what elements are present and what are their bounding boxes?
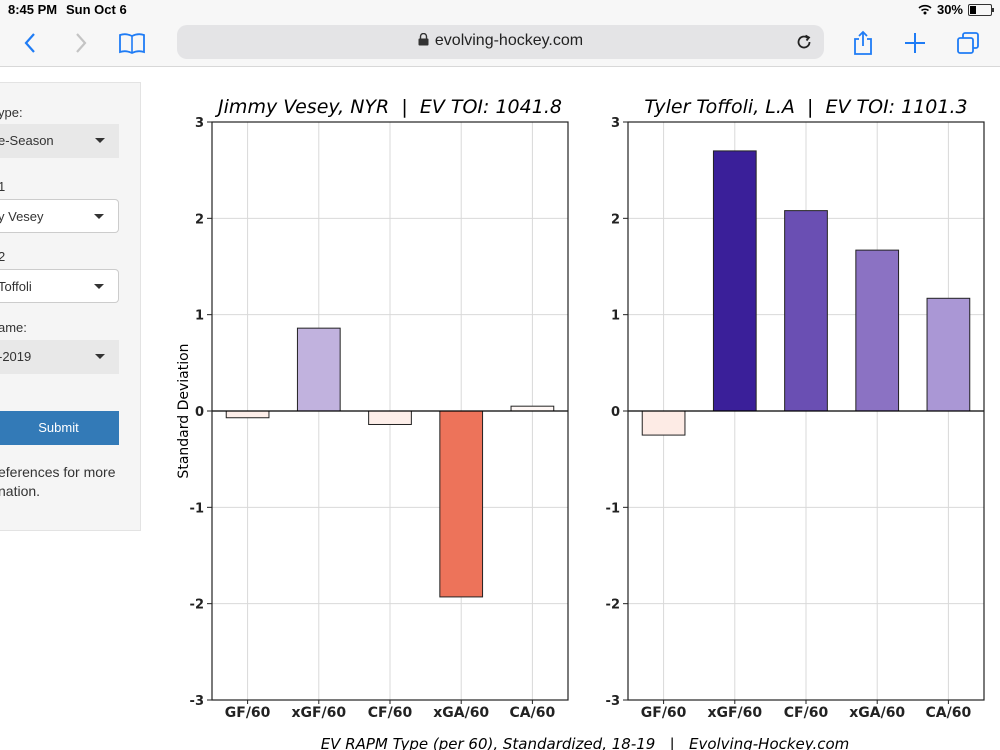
bar-gf-per-60 bbox=[225, 410, 270, 419]
book-icon bbox=[119, 33, 145, 54]
share-icon bbox=[854, 30, 872, 55]
reload-button[interactable] bbox=[792, 30, 816, 54]
y-tick-label: 3 bbox=[611, 116, 620, 131]
tabs-icon bbox=[957, 32, 979, 54]
y-tick-label: 1 bbox=[195, 309, 204, 324]
forward-button[interactable] bbox=[66, 28, 96, 58]
bar-gf-per-60 bbox=[641, 410, 686, 436]
player2-select-value: Toffoli bbox=[0, 279, 32, 294]
y-tick-label: 2 bbox=[195, 212, 204, 227]
url-text: evolving-hockey.com bbox=[434, 32, 584, 49]
bar-xga-per-60 bbox=[439, 410, 484, 598]
player1-select[interactable]: y Vesey bbox=[0, 199, 119, 233]
y-tick-label: 0 bbox=[611, 405, 620, 420]
new-tab-button[interactable] bbox=[900, 28, 930, 58]
y-tick-label: -1 bbox=[606, 501, 620, 516]
chart-title: Jimmy Vesey, NYR | EV TOI: 1041.8 bbox=[214, 96, 562, 118]
share-button[interactable] bbox=[848, 28, 878, 58]
y-tick-label: -2 bbox=[606, 598, 620, 613]
y-tick-label: -2 bbox=[190, 598, 204, 613]
reload-icon bbox=[797, 34, 811, 49]
season-select[interactable]: -2019 bbox=[0, 340, 119, 374]
season-select-value: -2019 bbox=[0, 349, 32, 364]
x-tick-label: CA/60 bbox=[926, 705, 972, 721]
caret-down-icon bbox=[95, 138, 105, 143]
y-tick-label: 1 bbox=[611, 309, 620, 324]
help-text: eferences for more nation. bbox=[0, 464, 116, 499]
battery-percent: 30% bbox=[936, 2, 963, 17]
browser-toolbar: evolving-hockey.com bbox=[0, 20, 1000, 67]
y-axis-label: Standard Deviation bbox=[176, 343, 192, 478]
caret-down-icon bbox=[95, 354, 105, 359]
battery-level bbox=[970, 5, 976, 14]
y-tick-label: 3 bbox=[195, 116, 204, 131]
y-tick-label: 2 bbox=[611, 212, 620, 227]
status-right: 30% bbox=[918, 2, 994, 17]
chart-player2: Tyler Toffoli, L.A | EV TOI: 1101.3 -3 -2… bbox=[606, 96, 985, 721]
x-tick-label: xGF/60 bbox=[291, 705, 346, 721]
type-label: ype: bbox=[0, 105, 23, 120]
x-tick-label: GF/60 bbox=[641, 705, 687, 721]
y-tick-label: -1 bbox=[190, 501, 204, 516]
bar-ca-per-60 bbox=[510, 405, 555, 412]
bar-xga-per-60 bbox=[855, 249, 900, 412]
chevron-right-icon bbox=[76, 33, 87, 53]
chart-player1: Jimmy Vesey, NYR | EV TOI: 1041.8 Standa… bbox=[176, 96, 569, 721]
status-date: Sun Oct 6 bbox=[66, 2, 127, 17]
tabs-button[interactable] bbox=[953, 28, 983, 58]
y-tick-label: -3 bbox=[606, 694, 620, 709]
x-tick-label: CF/60 bbox=[784, 705, 829, 721]
sidebar-panel: ype: e-Season 1 y Vesey 2 Toffoli ame: -… bbox=[0, 82, 141, 531]
back-button[interactable] bbox=[15, 28, 45, 58]
type-select-value: e-Season bbox=[0, 133, 54, 148]
address-bar[interactable]: evolving-hockey.com bbox=[177, 25, 824, 59]
status-bar: 8:45 PM Sun Oct 6 30% bbox=[0, 0, 1000, 20]
bar-xgf-per-60 bbox=[296, 327, 341, 412]
caret-down-icon bbox=[94, 214, 104, 219]
bar-cf-per-60 bbox=[784, 210, 828, 412]
x-tick-label: xGA/60 bbox=[849, 705, 905, 721]
bar-cf-per-60 bbox=[368, 410, 412, 425]
wifi-icon bbox=[918, 4, 932, 15]
bar-ca-per-60 bbox=[926, 297, 971, 412]
player1-label: 1 bbox=[0, 179, 6, 194]
x-tick-label: xGA/60 bbox=[433, 705, 489, 721]
submit-button[interactable]: Submit bbox=[0, 411, 119, 445]
x-tick-label: CF/60 bbox=[368, 705, 413, 721]
x-tick-label: xGF/60 bbox=[707, 705, 762, 721]
battery-icon bbox=[968, 3, 994, 16]
chevron-left-icon bbox=[24, 33, 35, 53]
chart-title: Tyler Toffoli, L.A | EV TOI: 1101.3 bbox=[644, 96, 967, 118]
player2-label: 2 bbox=[0, 249, 6, 264]
lock-icon bbox=[418, 32, 429, 51]
y-tick-label: 0 bbox=[195, 405, 204, 420]
chart-caption: EV RAPM Type (per 60), Standardized, 18-… bbox=[321, 735, 850, 750]
plus-icon bbox=[905, 33, 925, 53]
x-tick-label: CA/60 bbox=[510, 705, 556, 721]
caret-down-icon bbox=[94, 284, 104, 289]
x-tick-label: GF/60 bbox=[225, 705, 271, 721]
bar-xgf-per-60 bbox=[712, 150, 757, 412]
player2-select[interactable]: Toffoli bbox=[0, 269, 119, 303]
y-tick-label: -3 bbox=[190, 694, 204, 709]
player1-select-value: y Vesey bbox=[0, 209, 44, 224]
status-time: 8:45 PM bbox=[8, 2, 58, 17]
bookmarks-button[interactable] bbox=[117, 28, 147, 58]
season-label: ame: bbox=[0, 320, 27, 335]
type-select[interactable]: e-Season bbox=[0, 124, 119, 158]
